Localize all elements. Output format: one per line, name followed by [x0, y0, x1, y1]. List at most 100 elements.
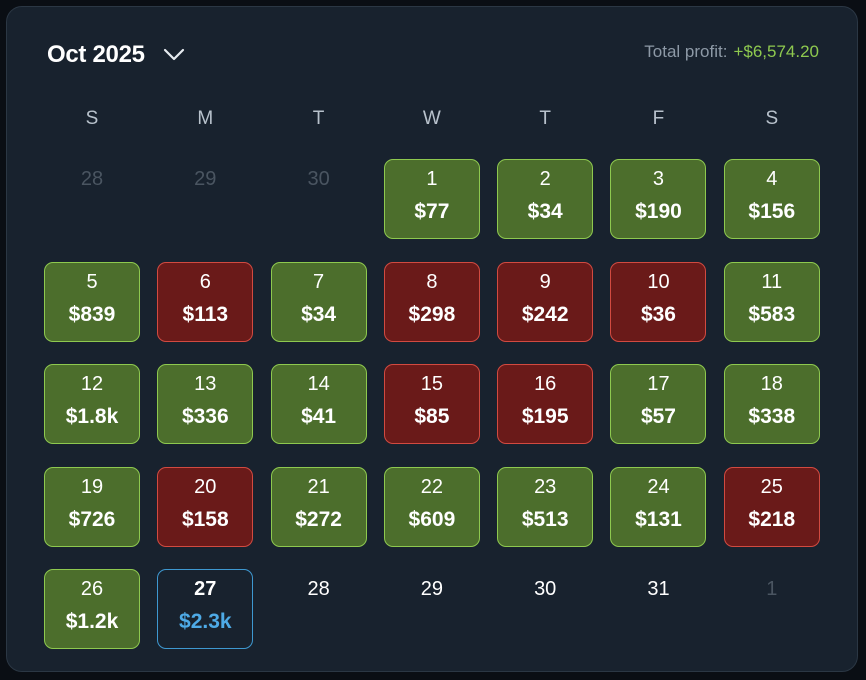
weekday-label: F	[652, 108, 665, 129]
day-cell[interactable]: 25 $218	[723, 466, 820, 547]
day-cell[interactable]: 8 $298	[383, 261, 480, 342]
day-number: 21	[307, 475, 330, 498]
day-cell[interactable]: 23 $513	[497, 466, 594, 547]
weekday-label: S	[85, 108, 99, 129]
day-number: 7	[313, 270, 325, 293]
day-number: 20	[194, 475, 217, 498]
day-cell: 29	[384, 569, 480, 649]
day-profit-amount: $156	[748, 200, 796, 223]
total-profit-value: +$6,574.20	[733, 42, 819, 61]
total-profit: Total profit: +$6,574.20	[644, 41, 819, 63]
day-profit-amount: $1.2k	[65, 610, 119, 633]
day-cell[interactable]: 9 $242	[497, 261, 594, 342]
day-cell: 28	[271, 569, 367, 649]
month-selector[interactable]: Oct 2025	[47, 41, 185, 69]
day-cell[interactable]: 11 $583	[723, 261, 820, 342]
total-profit-label: Total profit:	[644, 42, 728, 61]
day-cell: 29	[157, 159, 253, 239]
month-title: Oct 2025	[47, 41, 145, 68]
day-profit-amount: $513	[521, 507, 569, 531]
day-profit-amount: $34	[301, 302, 337, 326]
day-profit-amount: $272	[295, 507, 342, 531]
day-profit-amount: $726	[68, 507, 116, 531]
weekday-label: T	[312, 108, 325, 129]
day-profit-amount: $57	[640, 405, 676, 428]
day-number: 16	[534, 373, 557, 395]
day-profit-amount: $839	[68, 302, 116, 326]
day-number: 13	[194, 373, 217, 395]
day-cell[interactable]: 18 $338	[723, 364, 820, 444]
day-number: 15	[420, 373, 444, 395]
day-number: 28	[80, 168, 104, 190]
day-profit-amount: $34	[527, 200, 563, 223]
day-cell[interactable]: 21 $272	[270, 466, 367, 547]
day-cell[interactable]: 1 $77	[383, 159, 480, 239]
weekday-label: S	[765, 108, 779, 129]
day-cell: 31	[610, 569, 706, 649]
day-cell[interactable]: 17 $57	[610, 364, 707, 444]
day-number: 24	[647, 475, 670, 498]
day-number: 29	[194, 168, 217, 190]
day-profit-amount: $77	[414, 200, 450, 223]
day-profit-amount: $113	[182, 302, 229, 326]
weekday-header-row: S M T W T F S	[44, 107, 822, 131]
day-number: 23	[534, 475, 557, 498]
day-cell[interactable]: 14 $41	[270, 364, 367, 444]
day-number: 3	[652, 168, 665, 190]
day-profit-amount: $242	[521, 302, 569, 326]
day-number: 6	[199, 270, 211, 293]
day-cell[interactable]: 26 $1.2k	[44, 569, 140, 649]
day-number: 14	[307, 373, 330, 395]
chevron-down-icon[interactable]	[163, 44, 185, 66]
day-cell: 28	[44, 159, 140, 239]
calendar-day-grid: 28 29 30 1 $77 2 $34 3 $190 4 $156 5 $839 6 $113 7 $34 8 $…	[44, 159, 822, 649]
day-cell[interactable]: 13 $336	[157, 364, 254, 444]
day-number: 29	[420, 578, 444, 600]
day-cell[interactable]: 2 $34	[497, 159, 594, 239]
day-profit-amount: $36	[640, 302, 676, 326]
day-profit-amount: $158	[181, 507, 229, 531]
day-cell[interactable]: 12 $1.8k	[44, 364, 140, 444]
day-profit-amount: $298	[408, 302, 456, 326]
day-number: 12	[80, 373, 104, 395]
day-profit-amount: $2.3k	[179, 610, 232, 633]
day-cell[interactable]: 20 $158	[157, 466, 254, 547]
day-number: 5	[86, 270, 98, 293]
day-number: 30	[534, 578, 557, 600]
day-cell: 1	[724, 569, 820, 649]
day-cell[interactable]: 6 $113	[157, 261, 254, 342]
day-number: 17	[647, 373, 670, 395]
day-number: 22	[420, 475, 444, 498]
day-cell[interactable]: 27 $2.3k	[157, 569, 254, 649]
day-cell: 30	[497, 569, 593, 649]
day-cell[interactable]: 10 $36	[610, 261, 707, 342]
weekday-label: T	[539, 108, 551, 129]
day-number: 28	[307, 578, 330, 600]
day-cell[interactable]: 22 $609	[383, 466, 480, 547]
day-cell[interactable]: 7 $34	[270, 261, 367, 342]
day-number: 8	[426, 270, 438, 293]
day-number: 1	[426, 168, 438, 190]
weekday-label: M	[197, 108, 214, 129]
day-number: 18	[760, 373, 783, 395]
day-number: 31	[647, 578, 670, 600]
day-cell[interactable]: 3 $190	[610, 159, 707, 239]
day-profit-amount: $131	[635, 507, 682, 531]
day-profit-amount: $583	[748, 302, 796, 326]
day-number: 26	[80, 578, 104, 600]
day-profit-amount: $41	[301, 405, 337, 428]
day-cell[interactable]: 16 $195	[497, 364, 594, 444]
day-number: 1	[766, 578, 778, 600]
day-cell[interactable]: 19 $726	[44, 466, 140, 547]
day-cell[interactable]: 24 $131	[610, 466, 707, 547]
day-number: 4	[766, 168, 778, 190]
day-cell[interactable]: 15 $85	[383, 364, 480, 444]
day-cell: 30	[271, 159, 367, 239]
weekday-label: W	[422, 108, 441, 129]
day-profit-amount: $609	[408, 507, 456, 531]
day-cell[interactable]: 5 $839	[44, 261, 140, 342]
day-profit-amount: $218	[748, 507, 796, 531]
day-cell[interactable]: 4 $156	[723, 159, 820, 239]
day-number: 30	[307, 168, 330, 190]
day-number: 9	[539, 270, 551, 293]
